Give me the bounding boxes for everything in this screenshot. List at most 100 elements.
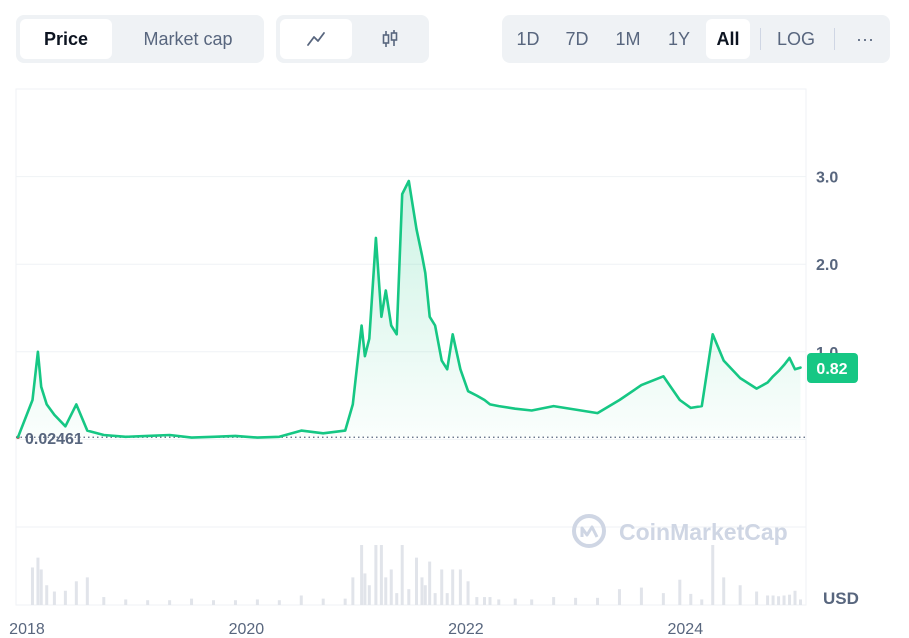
volume-bar — [777, 596, 781, 605]
currency-label: USD — [823, 589, 859, 608]
volume-bar — [440, 569, 444, 605]
more-options-button[interactable]: ··· — [856, 28, 874, 49]
volume-bar — [530, 599, 534, 605]
price-area-fill — [18, 181, 801, 438]
volume-bar — [639, 587, 643, 605]
x-tick-label: 2018 — [9, 621, 45, 638]
volume-bar — [400, 545, 404, 605]
x-tick-label: 2022 — [448, 621, 484, 638]
volume-bar — [36, 557, 40, 605]
volume-bar — [395, 593, 399, 605]
volume-bar — [513, 598, 517, 605]
range-7d[interactable]: 7D — [565, 28, 589, 49]
volume-bar — [233, 600, 237, 605]
volume-bar — [574, 597, 578, 605]
volume-bar — [389, 569, 393, 605]
volume-bar — [755, 591, 759, 605]
volume-bar — [39, 569, 43, 605]
volume-bar — [367, 585, 371, 605]
y-tick-label: 2.0 — [816, 257, 838, 274]
open-price-label: 0.02461 — [25, 431, 83, 448]
volume-bar — [360, 545, 364, 605]
x-axis-labels: 2018 2020 2022 2024 — [9, 621, 703, 638]
volume-bar — [384, 577, 388, 605]
volume-bar — [661, 593, 665, 605]
range-1y[interactable]: 1Y — [667, 28, 691, 49]
volume-bars — [30, 545, 803, 605]
range-separator — [760, 28, 761, 50]
volume-bar — [190, 598, 194, 605]
volume-bar — [146, 600, 150, 605]
range-all[interactable]: All — [706, 19, 750, 59]
volume-bar — [451, 569, 455, 605]
volume-bar — [255, 599, 259, 605]
volume-bar — [45, 585, 49, 605]
log-scale-button[interactable]: LOG — [776, 28, 815, 49]
line-chart-icon — [307, 32, 325, 46]
candlestick-icon — [382, 30, 398, 47]
volume-bar — [102, 597, 106, 605]
tab-price[interactable]: Price — [20, 19, 112, 59]
volume-bar — [678, 579, 682, 605]
volume-bar — [74, 581, 78, 605]
volume-bar — [52, 591, 56, 605]
y-tick-label: 3.0 — [816, 170, 838, 187]
x-tick-label: 2024 — [668, 621, 704, 638]
current-price-label: 0.82 — [816, 361, 847, 378]
line-chart-button[interactable] — [280, 19, 352, 59]
volume-bar — [321, 598, 325, 605]
volume-bar — [458, 569, 462, 605]
volume-bar — [168, 600, 172, 605]
volume-bar — [475, 597, 479, 605]
volume-bar — [689, 593, 693, 605]
volume-bar — [433, 593, 437, 605]
volume-bar — [414, 557, 418, 605]
volume-bar — [379, 545, 383, 605]
tab-market-cap[interactable]: Market cap — [143, 28, 233, 49]
range-toggle: 1D 7D 1M 1Y All LOG ··· — [502, 15, 890, 63]
volume-bar — [766, 595, 770, 605]
metric-toggle: Price Market cap — [16, 15, 264, 63]
volume-bar — [552, 597, 556, 605]
volume-bar — [85, 577, 89, 605]
volume-bar — [428, 561, 432, 605]
volume-bar — [771, 595, 775, 605]
volume-bar — [374, 545, 378, 605]
volume-bar — [420, 577, 424, 605]
chart-type-toggle — [276, 15, 429, 63]
current-price-badge: 0.82 — [807, 353, 858, 383]
watermark-text: CoinMarketCap — [619, 519, 788, 545]
volume-bar — [497, 599, 501, 605]
volume-bar — [445, 593, 449, 605]
volume-bar — [124, 599, 128, 605]
volume-bar — [483, 597, 487, 605]
volume-bar — [363, 573, 367, 605]
range-1d[interactable]: 1D — [516, 28, 540, 49]
plot-frame — [15, 88, 807, 606]
watermark: CoinMarketCap — [572, 514, 788, 548]
volume-bar — [212, 600, 215, 605]
volume-bar — [423, 585, 427, 605]
volume-bar — [299, 595, 303, 605]
volume-bar — [711, 545, 715, 605]
coinmarketcap-logo-icon — [572, 514, 606, 548]
volume-bar — [30, 567, 34, 605]
volume-bar — [782, 595, 786, 605]
volume-bar — [596, 597, 600, 605]
volume-bar — [343, 598, 347, 605]
volume-bar — [793, 590, 797, 605]
range-1m[interactable]: 1M — [615, 28, 641, 49]
volume-bar — [351, 577, 355, 605]
volume-bar — [63, 590, 67, 605]
volume-bar — [788, 594, 792, 605]
y-axis-labels: 3.02.01.0 — [816, 170, 838, 362]
volume-bar — [466, 581, 470, 605]
price-line — [16, 179, 802, 439]
volume-bar — [722, 577, 726, 605]
volume-bar — [407, 589, 411, 605]
volume-bar — [488, 597, 492, 605]
log-separator — [834, 28, 835, 50]
candlestick-button[interactable] — [356, 19, 424, 59]
x-tick-label: 2020 — [229, 621, 265, 638]
